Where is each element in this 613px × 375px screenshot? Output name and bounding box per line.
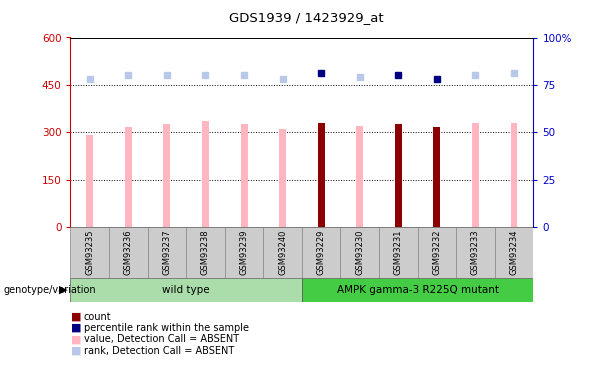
- Text: rank, Detection Call = ABSENT: rank, Detection Call = ABSENT: [84, 346, 234, 355]
- Bar: [318, 123, 325, 227]
- FancyBboxPatch shape: [456, 227, 495, 278]
- Text: GSM93234: GSM93234: [509, 230, 519, 275]
- Text: value, Detection Call = ABSENT: value, Detection Call = ABSENT: [84, 334, 239, 344]
- FancyBboxPatch shape: [417, 227, 456, 278]
- Text: GSM93235: GSM93235: [85, 230, 94, 275]
- Text: genotype/variation: genotype/variation: [3, 285, 96, 295]
- FancyBboxPatch shape: [340, 227, 379, 278]
- FancyBboxPatch shape: [148, 227, 186, 278]
- Text: ■: ■: [70, 346, 81, 355]
- Text: wild type: wild type: [162, 285, 210, 295]
- Bar: [240, 124, 248, 227]
- Bar: [356, 126, 364, 227]
- Text: GSM93240: GSM93240: [278, 230, 287, 275]
- Text: GSM93233: GSM93233: [471, 230, 480, 275]
- Text: ■: ■: [70, 323, 81, 333]
- Bar: [472, 123, 479, 227]
- Text: GSM93239: GSM93239: [240, 230, 248, 275]
- Text: GSM93229: GSM93229: [317, 230, 326, 275]
- Text: GSM93230: GSM93230: [356, 230, 364, 275]
- FancyBboxPatch shape: [302, 227, 340, 278]
- FancyBboxPatch shape: [186, 227, 225, 278]
- Text: GSM93238: GSM93238: [201, 230, 210, 275]
- Bar: [86, 135, 93, 227]
- FancyBboxPatch shape: [264, 227, 302, 278]
- Text: GSM93231: GSM93231: [394, 230, 403, 275]
- Bar: [433, 126, 440, 227]
- Bar: [511, 123, 517, 227]
- Text: ▶: ▶: [59, 285, 67, 295]
- Bar: [395, 124, 402, 227]
- Text: GDS1939 / 1423929_at: GDS1939 / 1423929_at: [229, 11, 384, 24]
- FancyBboxPatch shape: [70, 278, 302, 302]
- Bar: [125, 128, 132, 227]
- Text: AMPK gamma-3 R225Q mutant: AMPK gamma-3 R225Q mutant: [337, 285, 498, 295]
- Text: GSM93232: GSM93232: [432, 230, 441, 275]
- Bar: [164, 124, 170, 227]
- Text: ■: ■: [70, 334, 81, 344]
- FancyBboxPatch shape: [109, 227, 148, 278]
- Text: count: count: [84, 312, 112, 322]
- Bar: [279, 129, 286, 227]
- FancyBboxPatch shape: [302, 278, 533, 302]
- FancyBboxPatch shape: [379, 227, 417, 278]
- FancyBboxPatch shape: [495, 227, 533, 278]
- FancyBboxPatch shape: [225, 227, 264, 278]
- Text: GSM93237: GSM93237: [162, 230, 172, 275]
- Bar: [202, 121, 209, 227]
- Text: percentile rank within the sample: percentile rank within the sample: [84, 323, 249, 333]
- Text: ■: ■: [70, 312, 81, 322]
- FancyBboxPatch shape: [70, 227, 109, 278]
- Text: GSM93236: GSM93236: [124, 230, 133, 275]
